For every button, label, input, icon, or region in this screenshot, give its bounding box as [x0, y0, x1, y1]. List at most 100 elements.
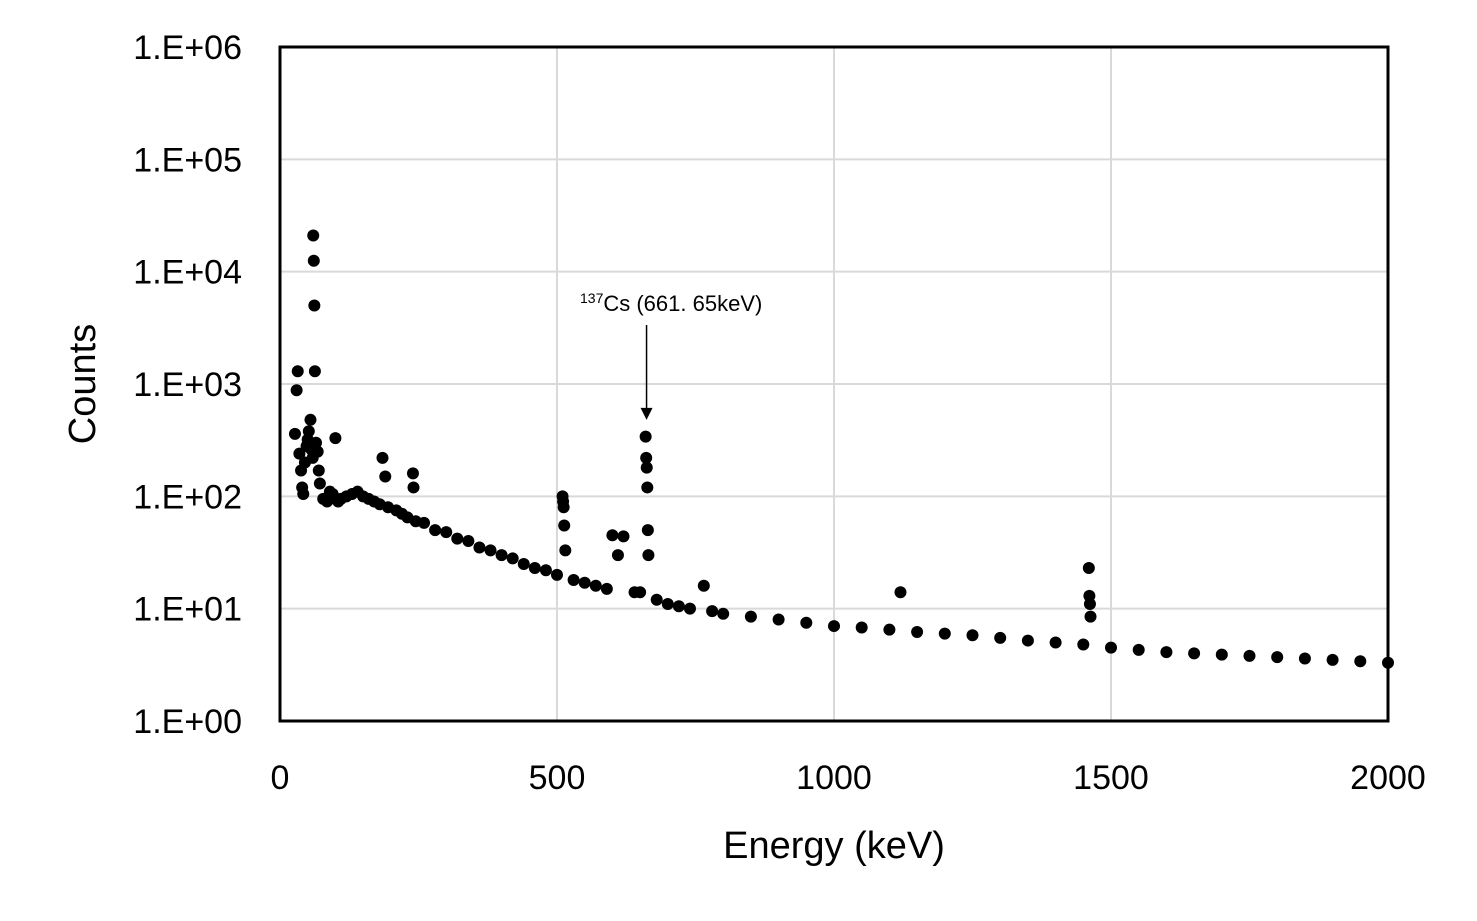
y-tick-label: 1.E+03: [133, 366, 242, 404]
data-point: [1215, 648, 1228, 661]
data-point: [589, 579, 602, 592]
data-point: [406, 467, 419, 480]
data-point: [606, 529, 619, 542]
data-point: [1082, 562, 1095, 575]
data-point: [1354, 655, 1367, 668]
data-point: [539, 564, 552, 577]
data-point: [307, 229, 320, 242]
x-axis-ticks: 0 500 1000 1500 2000: [271, 759, 1426, 797]
data-point: [557, 501, 570, 514]
data-point: [1021, 634, 1034, 647]
cs137-annotation: 137Cs (661. 65keV): [580, 290, 762, 420]
data-point: [462, 535, 475, 548]
data-point: [683, 602, 696, 615]
data-point: [1243, 649, 1256, 662]
data-point: [1188, 647, 1201, 660]
data-point: [312, 464, 325, 477]
data-point: [650, 593, 663, 606]
data-point: [528, 562, 541, 575]
data-point: [639, 430, 652, 443]
data-point: [308, 299, 321, 312]
data-point: [772, 613, 785, 626]
grid: [279, 46, 1389, 722]
data-point: [1083, 598, 1096, 611]
y-axis-title: Counts: [62, 324, 104, 444]
data-point: [291, 365, 304, 378]
data-point: [661, 598, 674, 611]
data-point: [1326, 653, 1339, 666]
data-point: [634, 586, 647, 599]
data-point: [642, 549, 655, 562]
data-point: [641, 524, 654, 537]
data-point: [288, 427, 301, 440]
data-point: [308, 365, 321, 378]
plot-frame: [278, 45, 1390, 723]
data-point: [697, 579, 710, 592]
data-point: [429, 524, 442, 537]
data-point: [495, 549, 508, 562]
data-point: [407, 481, 420, 494]
data-point: [290, 384, 303, 397]
data-point: [1160, 646, 1173, 659]
data-point: [310, 436, 323, 449]
data-point: [883, 623, 896, 636]
data-point: [302, 425, 315, 438]
x-axis-title: Energy (keV): [723, 825, 945, 867]
y-tick-label: 1.E+05: [133, 141, 242, 179]
data-point: [376, 451, 389, 464]
data-point: [379, 470, 392, 483]
x-tick-label: 500: [529, 759, 586, 797]
y-axis-ticks: 1.E+00 1.E+01 1.E+02 1.E+03 1.E+04 1.E+05 1.E+…: [133, 29, 242, 741]
data-point: [473, 541, 486, 554]
data-point: [640, 451, 653, 464]
data-point: [418, 516, 431, 529]
data-point: [559, 544, 572, 557]
data-point: [1271, 651, 1284, 664]
annotation-label: 137Cs (661. 65keV): [580, 290, 762, 316]
data-point: [855, 621, 868, 634]
data-point: [828, 620, 840, 633]
annotation-text: Cs (661. 65keV): [603, 291, 762, 316]
y-tick-label: 1.E+01: [133, 591, 242, 629]
y-tick-label: 1.E+02: [133, 478, 242, 516]
data-point: [800, 616, 813, 629]
data-point: [1084, 610, 1097, 623]
data-point: [894, 586, 907, 599]
data-point: [1049, 636, 1062, 649]
data-point: [706, 605, 719, 618]
y-tick-label: 1.E+00: [133, 703, 242, 741]
data-point: [717, 607, 730, 620]
data-point: [506, 552, 519, 565]
data-point: [994, 631, 1007, 644]
data-point: [911, 625, 924, 638]
data-point: [451, 532, 464, 545]
x-tick-label: 2000: [1350, 759, 1426, 797]
data-point: [329, 432, 342, 445]
data-point: [293, 447, 306, 460]
data-point: [938, 627, 951, 640]
data-point: [640, 461, 653, 474]
x-tick-label: 1500: [1073, 759, 1149, 797]
data-point: [517, 557, 530, 570]
data-point: [1298, 652, 1311, 665]
y-tick-label: 1.E+04: [133, 254, 242, 292]
data-point: [1077, 638, 1090, 651]
data-point: [1105, 641, 1117, 654]
data-point: [611, 549, 624, 562]
data-point: [304, 413, 317, 426]
y-tick-label: 1.E+06: [133, 29, 242, 67]
data-point: [311, 445, 324, 458]
data-point: [641, 481, 654, 494]
data-point: [551, 568, 563, 581]
data-point: [567, 573, 580, 586]
data-point: [617, 530, 630, 543]
data-point: [297, 487, 310, 500]
data-point: [578, 576, 591, 589]
data-points: [288, 229, 1394, 669]
x-tick-label: 0: [271, 759, 290, 797]
data-point: [313, 477, 326, 490]
data-point: [966, 629, 979, 642]
data-point: [744, 610, 757, 623]
data-point: [672, 600, 685, 613]
